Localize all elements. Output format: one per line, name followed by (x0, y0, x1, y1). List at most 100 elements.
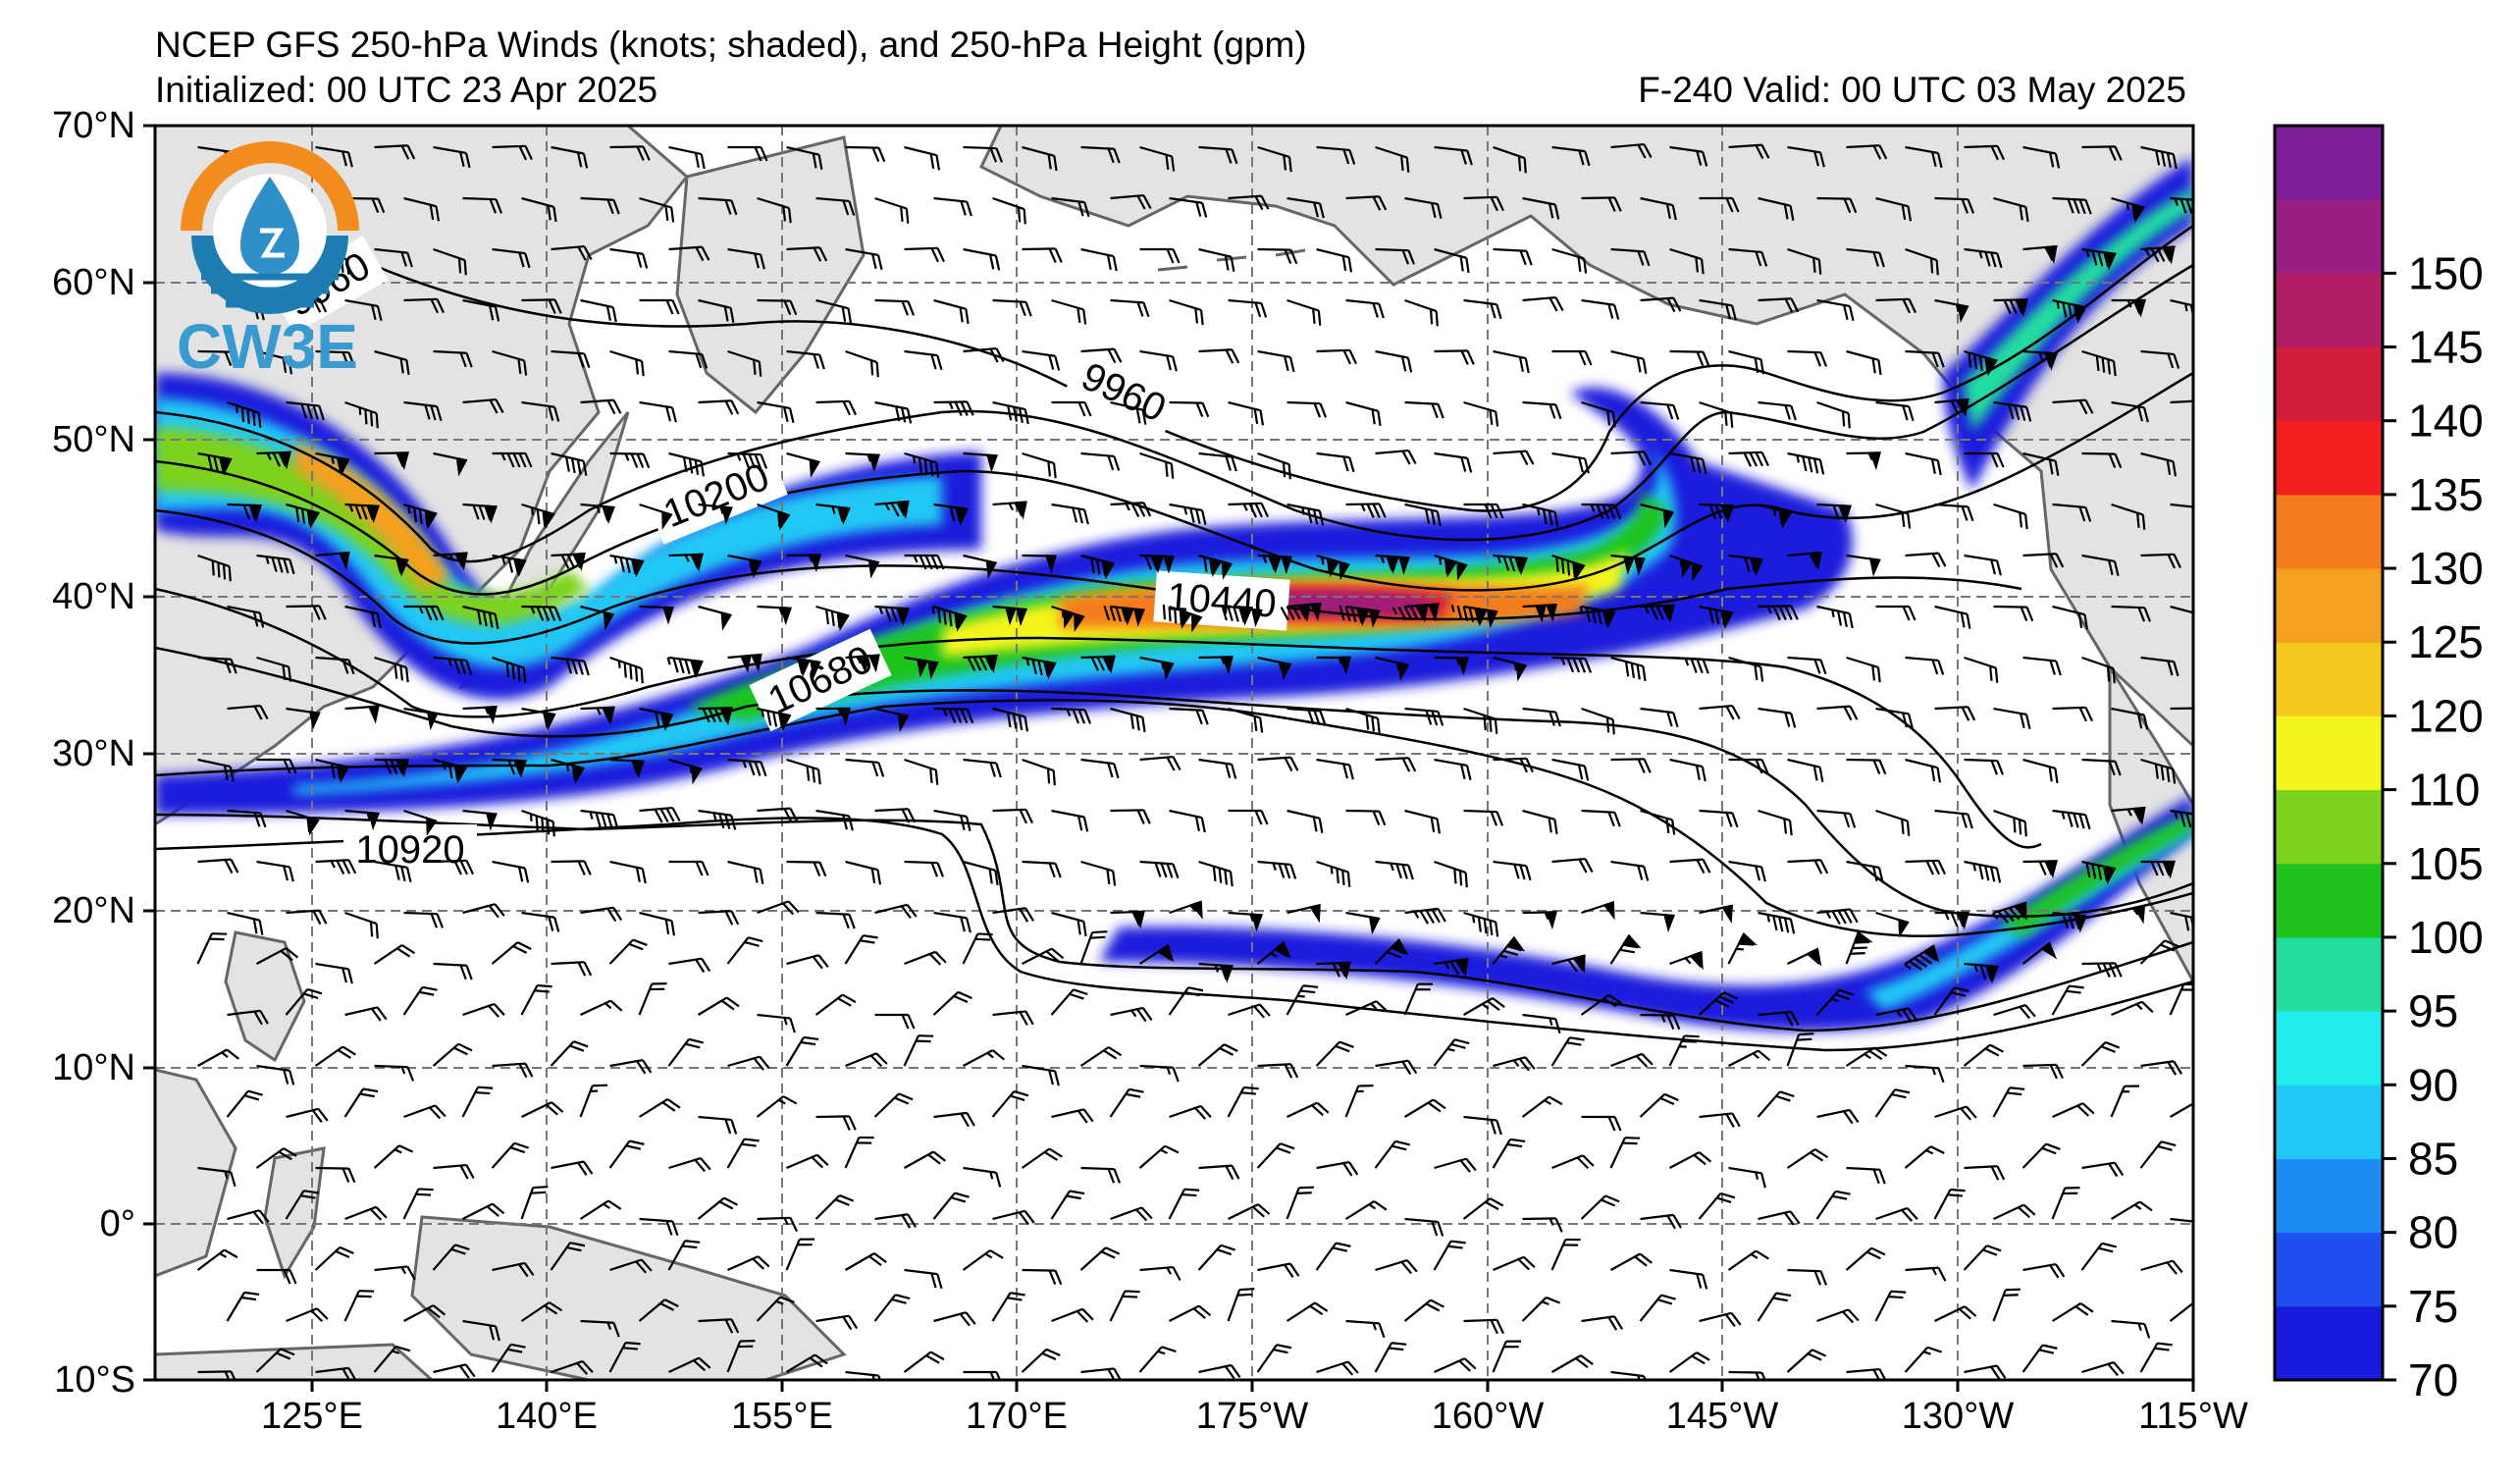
wind-barb (1109, 1087, 1144, 1118)
wind-barb (666, 656, 704, 679)
wind-barb (1344, 1085, 1374, 1118)
wind-barb (462, 1319, 500, 1342)
wind-barb (256, 947, 299, 965)
wind-barb (2022, 451, 2060, 476)
wind-barb (845, 654, 880, 674)
wind-barb (227, 400, 262, 428)
wind-barb (1434, 860, 1468, 888)
wind-barb (1286, 1101, 1330, 1118)
wind-barb (1846, 144, 1888, 160)
wind-barb (551, 1160, 594, 1176)
colorbar: 70 75 80 85 90 95 100 105 110 120 125 130 135 140 145 1… (2273, 124, 2484, 1405)
wind-barb (845, 247, 883, 270)
initialized-time: Initialized: 00 UTC 23 Apr 2025 (155, 70, 658, 110)
wind-barb (1110, 1006, 1153, 1023)
wind-barb (609, 656, 644, 684)
wind-barb (845, 349, 879, 378)
wind-barb (1758, 503, 1793, 529)
wind-barb (933, 1111, 975, 1128)
colorbar-tick-label: 110 (2408, 765, 2480, 816)
wind-barb (2080, 1242, 2118, 1271)
wind-barb (1551, 954, 1586, 974)
wind-barb (1227, 1086, 1259, 1118)
wind-barb (698, 707, 733, 726)
colorbar-tick-label: 70 (2408, 1354, 2458, 1405)
wind-barb (1758, 911, 1796, 934)
wind-barb (1139, 1064, 1180, 1083)
wind-barb (1640, 296, 1682, 313)
wind-barb (344, 809, 380, 831)
wind-barb (1699, 1112, 1741, 1128)
wind-barb (1787, 656, 1827, 675)
wind-barb (2051, 1187, 2080, 1220)
wind-barb (2081, 656, 2116, 684)
wind-barb (1640, 400, 1680, 420)
wind-barb (580, 298, 617, 323)
wind-barb (1581, 196, 1622, 212)
wind-barb (344, 911, 379, 939)
wind-barb (1846, 656, 1881, 683)
wind-barb (903, 1351, 945, 1373)
wind-barb (1080, 247, 1118, 272)
wind-barb (786, 860, 827, 877)
wind-barb (1787, 758, 1824, 782)
wind-barb (551, 1359, 594, 1375)
wind-barb (1463, 298, 1502, 320)
wind-barb (874, 808, 917, 823)
lat-label-10s: 10°S (54, 1359, 135, 1401)
wind-barb (1668, 1351, 1710, 1373)
longitude-axis: 125°E 140°E 155°E 170°E 175°W 160°W 145°… (261, 1380, 2248, 1437)
wind-barb (2111, 400, 2149, 423)
wind-barb (727, 554, 762, 579)
wind-barb (727, 653, 762, 673)
wind-barb (2022, 860, 2058, 879)
wind-barb (933, 707, 974, 724)
wind-barb (1286, 903, 1321, 924)
wind-barb (1581, 900, 1615, 921)
wind-barb (315, 551, 350, 570)
wind-barb (1079, 930, 1108, 965)
wind-barb (1080, 145, 1121, 164)
colorbar-tick-label: 75 (2408, 1281, 2458, 1332)
wind-barb (1787, 451, 1825, 475)
wind-barb (1669, 451, 1707, 474)
colorbar-tick-label: 85 (2408, 1133, 2458, 1184)
wind-barb (2081, 247, 2117, 271)
wind-barb (1610, 450, 1653, 466)
contour-10920 (155, 817, 2193, 1052)
wind-barb (697, 1196, 738, 1220)
wind-barb (462, 1202, 505, 1220)
wind-barb (1375, 757, 1417, 772)
wind-barb (698, 503, 733, 525)
wind-barb (639, 298, 680, 315)
wind-barb (2081, 758, 2122, 776)
wind-barb (1728, 349, 1765, 375)
wind-barb (727, 145, 768, 162)
wind-barb (1022, 451, 1057, 479)
wind-barb (873, 1092, 914, 1118)
wind-barb (403, 1104, 446, 1120)
wind-barb (2170, 707, 2193, 711)
wind-barb (1964, 1364, 2007, 1380)
wind-barb (1993, 1203, 2036, 1220)
wind-barb (1699, 704, 1741, 720)
contour-10080 (155, 263, 2193, 563)
wind-barb (1640, 604, 1675, 623)
wind-barb (668, 758, 703, 785)
philippines (224, 930, 306, 1063)
wind-barb (757, 1216, 798, 1233)
wind-barb (2022, 244, 2058, 264)
wind-barb (1316, 656, 1351, 675)
wind-barb (1934, 397, 1969, 417)
wind-barb (1934, 503, 1974, 522)
wind-barb (785, 1238, 815, 1271)
wind-barb (256, 554, 295, 575)
wind-barb (1699, 503, 1735, 523)
wind-barb (1493, 247, 1533, 266)
wind-barb (1169, 298, 1204, 326)
wind-barb (962, 932, 993, 965)
wind-barb (2081, 860, 2117, 885)
wind-barb (786, 954, 829, 970)
wind-barb (727, 1255, 770, 1272)
wind-barb (1375, 349, 1413, 373)
